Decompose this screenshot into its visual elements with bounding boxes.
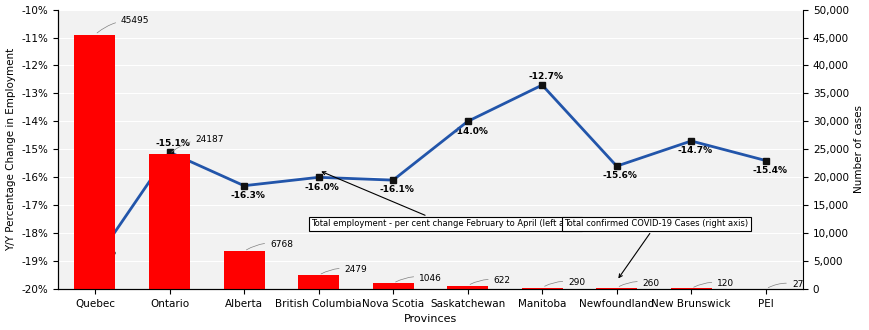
Text: 1046: 1046 (395, 274, 441, 283)
Text: 27: 27 (767, 280, 802, 289)
Y-axis label: Number of cases: Number of cases (853, 105, 864, 193)
Y-axis label: Y/Y Percentage Change in Employment: Y/Y Percentage Change in Employment (5, 48, 16, 251)
Bar (149, 154, 189, 289)
Text: 290: 290 (544, 279, 585, 287)
Text: -15.4%: -15.4% (751, 166, 786, 175)
Bar (372, 283, 413, 289)
Text: -15.6%: -15.6% (602, 171, 637, 181)
Text: 24187: 24187 (171, 135, 224, 152)
Bar (223, 251, 264, 289)
Bar (521, 287, 562, 289)
Text: 45495: 45495 (97, 16, 149, 33)
Text: 120: 120 (693, 280, 733, 288)
Text: -12.7%: -12.7% (527, 72, 563, 81)
Text: -15.1%: -15.1% (156, 139, 190, 148)
Text: -16.1%: -16.1% (379, 185, 414, 194)
Bar (75, 35, 116, 289)
Text: -14.7%: -14.7% (677, 146, 712, 155)
Bar (595, 288, 636, 289)
Text: 2479: 2479 (321, 265, 367, 274)
Text: 260: 260 (619, 279, 660, 287)
Bar (298, 275, 339, 289)
Bar (670, 288, 711, 289)
Text: Total employment - per cent change February to April (left axis): Total employment - per cent change Febru… (311, 172, 579, 228)
Text: -19.0%: -19.0% (81, 248, 116, 257)
Text: 6768: 6768 (246, 240, 293, 250)
X-axis label: Provinces: Provinces (403, 314, 456, 324)
Bar (447, 286, 488, 289)
Text: -16.0%: -16.0% (304, 182, 339, 192)
Text: -16.3%: -16.3% (230, 191, 265, 200)
Text: Total confirmed COVID-19 Cases (right axis): Total confirmed COVID-19 Cases (right ax… (564, 219, 748, 278)
Text: 622: 622 (469, 276, 510, 285)
Text: -14.0%: -14.0% (454, 127, 488, 136)
